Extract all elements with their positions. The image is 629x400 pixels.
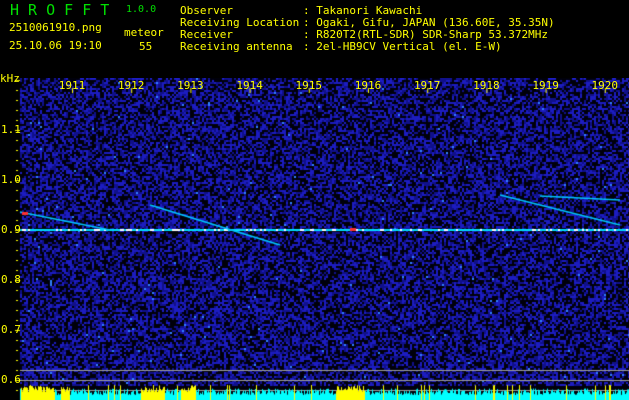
- observer-value: : Takanori Kawachi: [303, 4, 423, 17]
- y-tick-label: 1.0: [1, 173, 21, 186]
- location-value: : Ogaki, Gifu, JAPAN (136.60E, 35.35N): [303, 16, 555, 29]
- y-unit-label: kHz: [0, 72, 20, 85]
- receiver-label: Receiver: [180, 28, 233, 41]
- spectrogram: [0, 78, 629, 400]
- x-tick-label: 1918: [473, 79, 500, 92]
- x-tick-label: 1912: [117, 79, 145, 92]
- meteor-label: meteor: [124, 26, 164, 39]
- x-tick-label: 1919: [532, 79, 559, 92]
- x-tick-label: 1911: [58, 79, 86, 92]
- app-version: 1.0.0: [126, 4, 157, 15]
- meteor-count: 55: [139, 40, 153, 53]
- x-tick-label: 1915: [295, 79, 323, 92]
- y-tick-label: 0.7: [1, 323, 21, 336]
- filename: 2510061910.png: [9, 21, 102, 34]
- y-tick-label: 0.8: [1, 273, 21, 286]
- x-tick-label: 1916: [354, 79, 382, 92]
- y-tick-label: 0.6: [1, 373, 21, 386]
- y-tick-label: 0.9: [1, 223, 21, 236]
- x-tick-label: 1920: [591, 79, 619, 92]
- receiver-value: : R820T2(RTL-SDR) SDR-Sharp 53.372MHz: [303, 28, 549, 41]
- antenna-label: Receiving antenna: [180, 40, 293, 53]
- app-name: H R O F F T: [10, 1, 110, 19]
- antenna-value: : 2el-HB9CV Vertical (el. E-W): [303, 40, 502, 53]
- x-tick-label: 1913: [177, 79, 204, 92]
- y-tick-label: 1.1: [1, 123, 21, 136]
- observer-label: Observer: [180, 4, 233, 17]
- datetime: 25.10.06 19:10: [9, 39, 102, 52]
- x-tick-label: 1914: [236, 79, 263, 92]
- location-label: Receiving Location: [180, 16, 300, 29]
- x-tick-label: 1917: [413, 79, 441, 92]
